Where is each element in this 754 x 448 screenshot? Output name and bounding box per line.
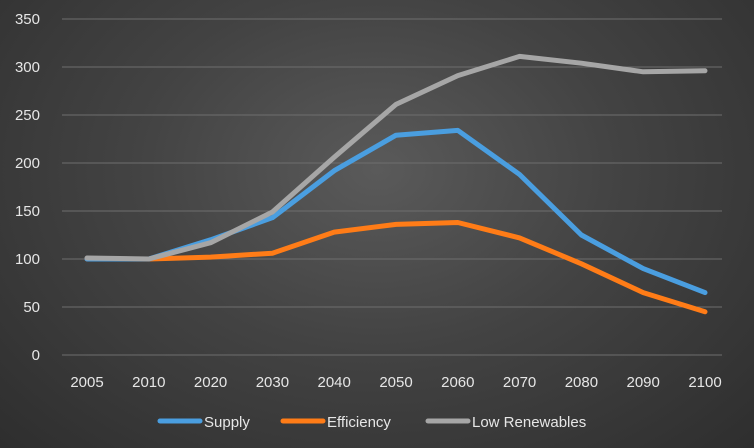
series-lines	[84, 53, 708, 315]
x-axis-ticks: 2005 2010 2020 2030 2040 2050 2060 2070 2080 2090…	[70, 374, 721, 391]
x-tick-label: 2100	[688, 374, 721, 391]
x-tick-label: 2005	[70, 374, 103, 391]
y-tick-label: 50	[23, 299, 40, 316]
y-tick-label: 250	[15, 107, 40, 124]
y-tick-label: 350	[15, 11, 40, 28]
x-tick-label: 2030	[256, 374, 289, 391]
y-tick-label: 0	[32, 347, 40, 364]
x-tick-label: 2020	[194, 374, 227, 391]
x-tick-label: 2090	[627, 374, 660, 391]
x-tick-label: 2060	[441, 374, 474, 391]
x-tick-label: 2040	[318, 374, 351, 391]
legend: Supply Efficiency Low Renewables	[157, 414, 586, 431]
y-tick-label: 150	[15, 203, 40, 220]
x-tick-label: 2070	[503, 374, 536, 391]
x-tick-label: 2050	[379, 374, 412, 391]
y-tick-label: 100	[15, 251, 40, 268]
y-axis-ticks: 0 50 100 150 200 250 300 350	[15, 11, 40, 364]
series-line-low-renewables	[84, 53, 708, 262]
legend-label-efficiency: Efficiency	[327, 414, 391, 431]
x-tick-label: 2010	[132, 374, 165, 391]
y-tick-label: 300	[15, 59, 40, 76]
series-line-efficiency	[84, 220, 708, 315]
legend-label-low-renewables: Low Renewables	[472, 414, 586, 431]
x-tick-label: 2080	[565, 374, 598, 391]
y-tick-label: 200	[15, 155, 40, 172]
legend-label-supply: Supply	[204, 414, 250, 431]
